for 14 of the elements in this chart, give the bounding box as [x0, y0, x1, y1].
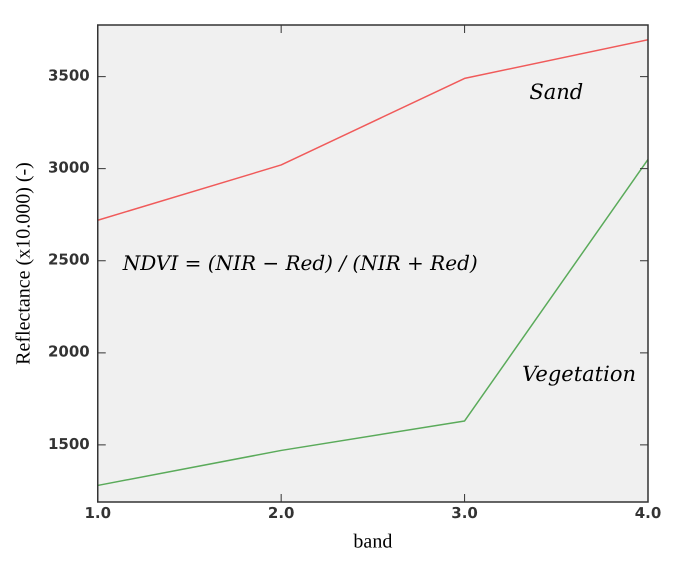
x-axis-title: band [353, 530, 392, 552]
series-label: Vegetation [522, 362, 636, 386]
y-axis-title: Reflectance (x10.000) (-) [12, 162, 34, 365]
series-label: Sand [529, 80, 584, 104]
y-tick-label: 3000 [48, 158, 90, 177]
annotation: NDVI = (NIR − Red) / (NIR + Red) [122, 250, 478, 275]
x-tick-label: 2.0 [268, 504, 294, 522]
x-tick-label: 3.0 [451, 504, 478, 522]
y-tick-label: 2500 [48, 250, 90, 269]
y-tick-label: 2000 [48, 342, 90, 361]
x-tick-label: 1.0 [84, 504, 112, 522]
x-tick-label: 4.0 [634, 504, 662, 522]
y-tick-label: 3500 [48, 66, 90, 84]
y-tick-label: 1500 [48, 434, 90, 453]
